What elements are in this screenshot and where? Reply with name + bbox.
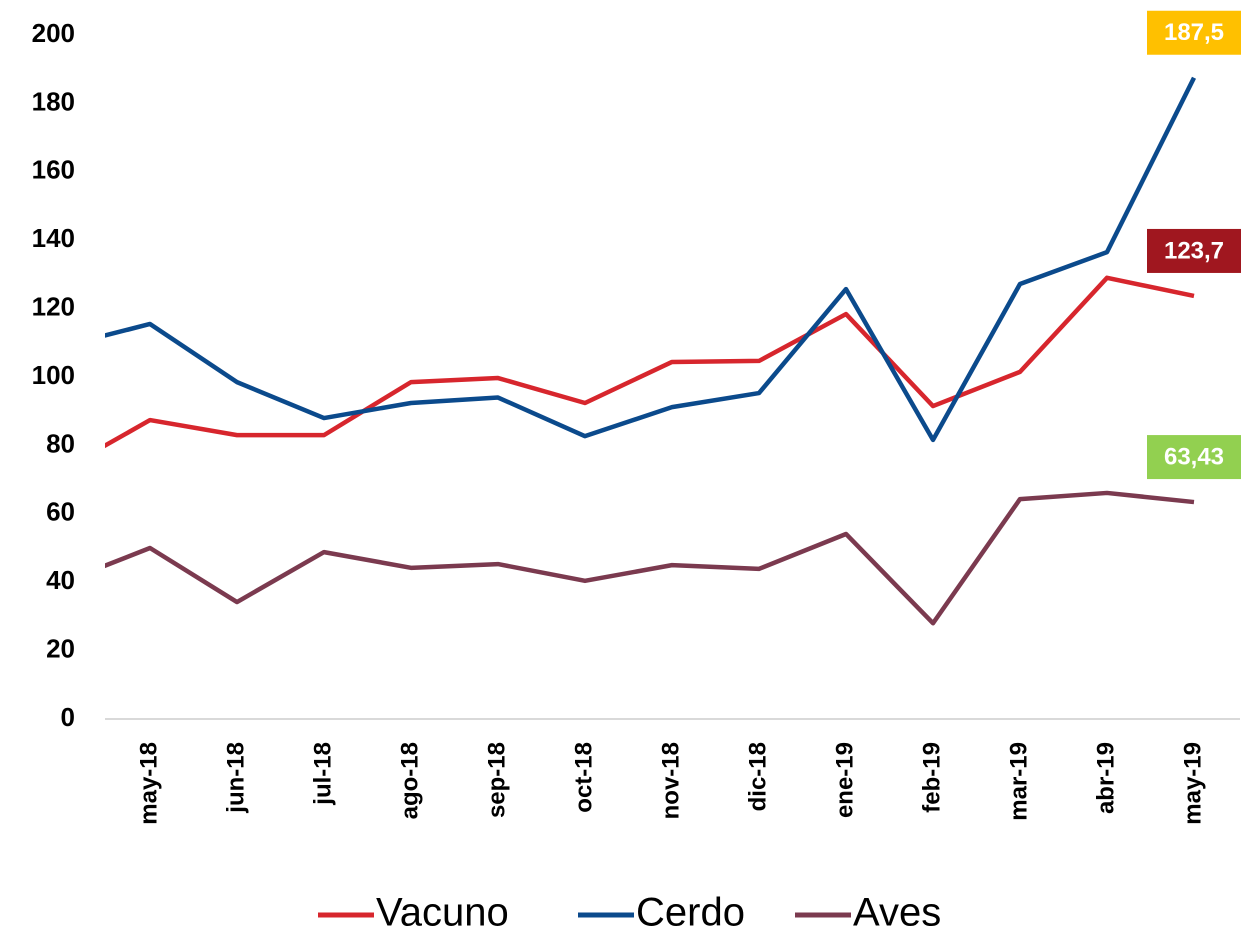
x-tick-label: nov-18 xyxy=(657,742,684,819)
x-tick-label: dic-18 xyxy=(744,742,771,811)
y-tick-label: 200 xyxy=(32,18,75,48)
legend-label: Vacuno xyxy=(376,891,509,935)
x-tick-label: jun-18 xyxy=(222,742,249,814)
data-label: 187,5 xyxy=(1164,19,1224,46)
plot-area xyxy=(105,76,1197,626)
series-line xyxy=(105,490,1195,626)
legend-label: Cerdo xyxy=(636,891,745,935)
x-tick-label: feb-19 xyxy=(918,742,945,813)
x-tick-label: may-18 xyxy=(135,742,162,825)
x-tick-label: ene-19 xyxy=(831,742,858,818)
y-tick-label: 0 xyxy=(61,702,75,732)
x-tick-label: jul-18 xyxy=(309,742,336,806)
y-tick-label: 40 xyxy=(46,565,75,595)
x-tick-label: mar-19 xyxy=(1005,742,1032,821)
data-label-box xyxy=(1147,228,1241,273)
y-tick-label: 120 xyxy=(32,291,75,321)
y-tick-label: 20 xyxy=(46,633,75,663)
data-label-box xyxy=(1147,435,1241,480)
x-tick-label: may-19 xyxy=(1179,742,1206,825)
data-label-box xyxy=(1147,10,1241,55)
series-line xyxy=(105,275,1195,449)
x-tick-label: sep-18 xyxy=(483,742,510,818)
series-line xyxy=(105,76,1197,443)
y-tick-label: 140 xyxy=(32,223,75,253)
y-tick-label: 60 xyxy=(46,497,75,527)
x-tick-label: ago-18 xyxy=(396,742,423,819)
x-tick-label: abr-19 xyxy=(1092,742,1119,814)
y-tick-label: 160 xyxy=(32,155,75,185)
data-label: 123,7 xyxy=(1164,237,1224,264)
y-tick-label: 100 xyxy=(32,360,75,390)
data-label: 63,43 xyxy=(1164,443,1224,470)
y-tick-label: 80 xyxy=(46,428,75,458)
y-tick-label: 180 xyxy=(32,86,75,116)
legend-label: Aves xyxy=(853,891,941,935)
x-tick-label: oct-18 xyxy=(570,742,597,813)
